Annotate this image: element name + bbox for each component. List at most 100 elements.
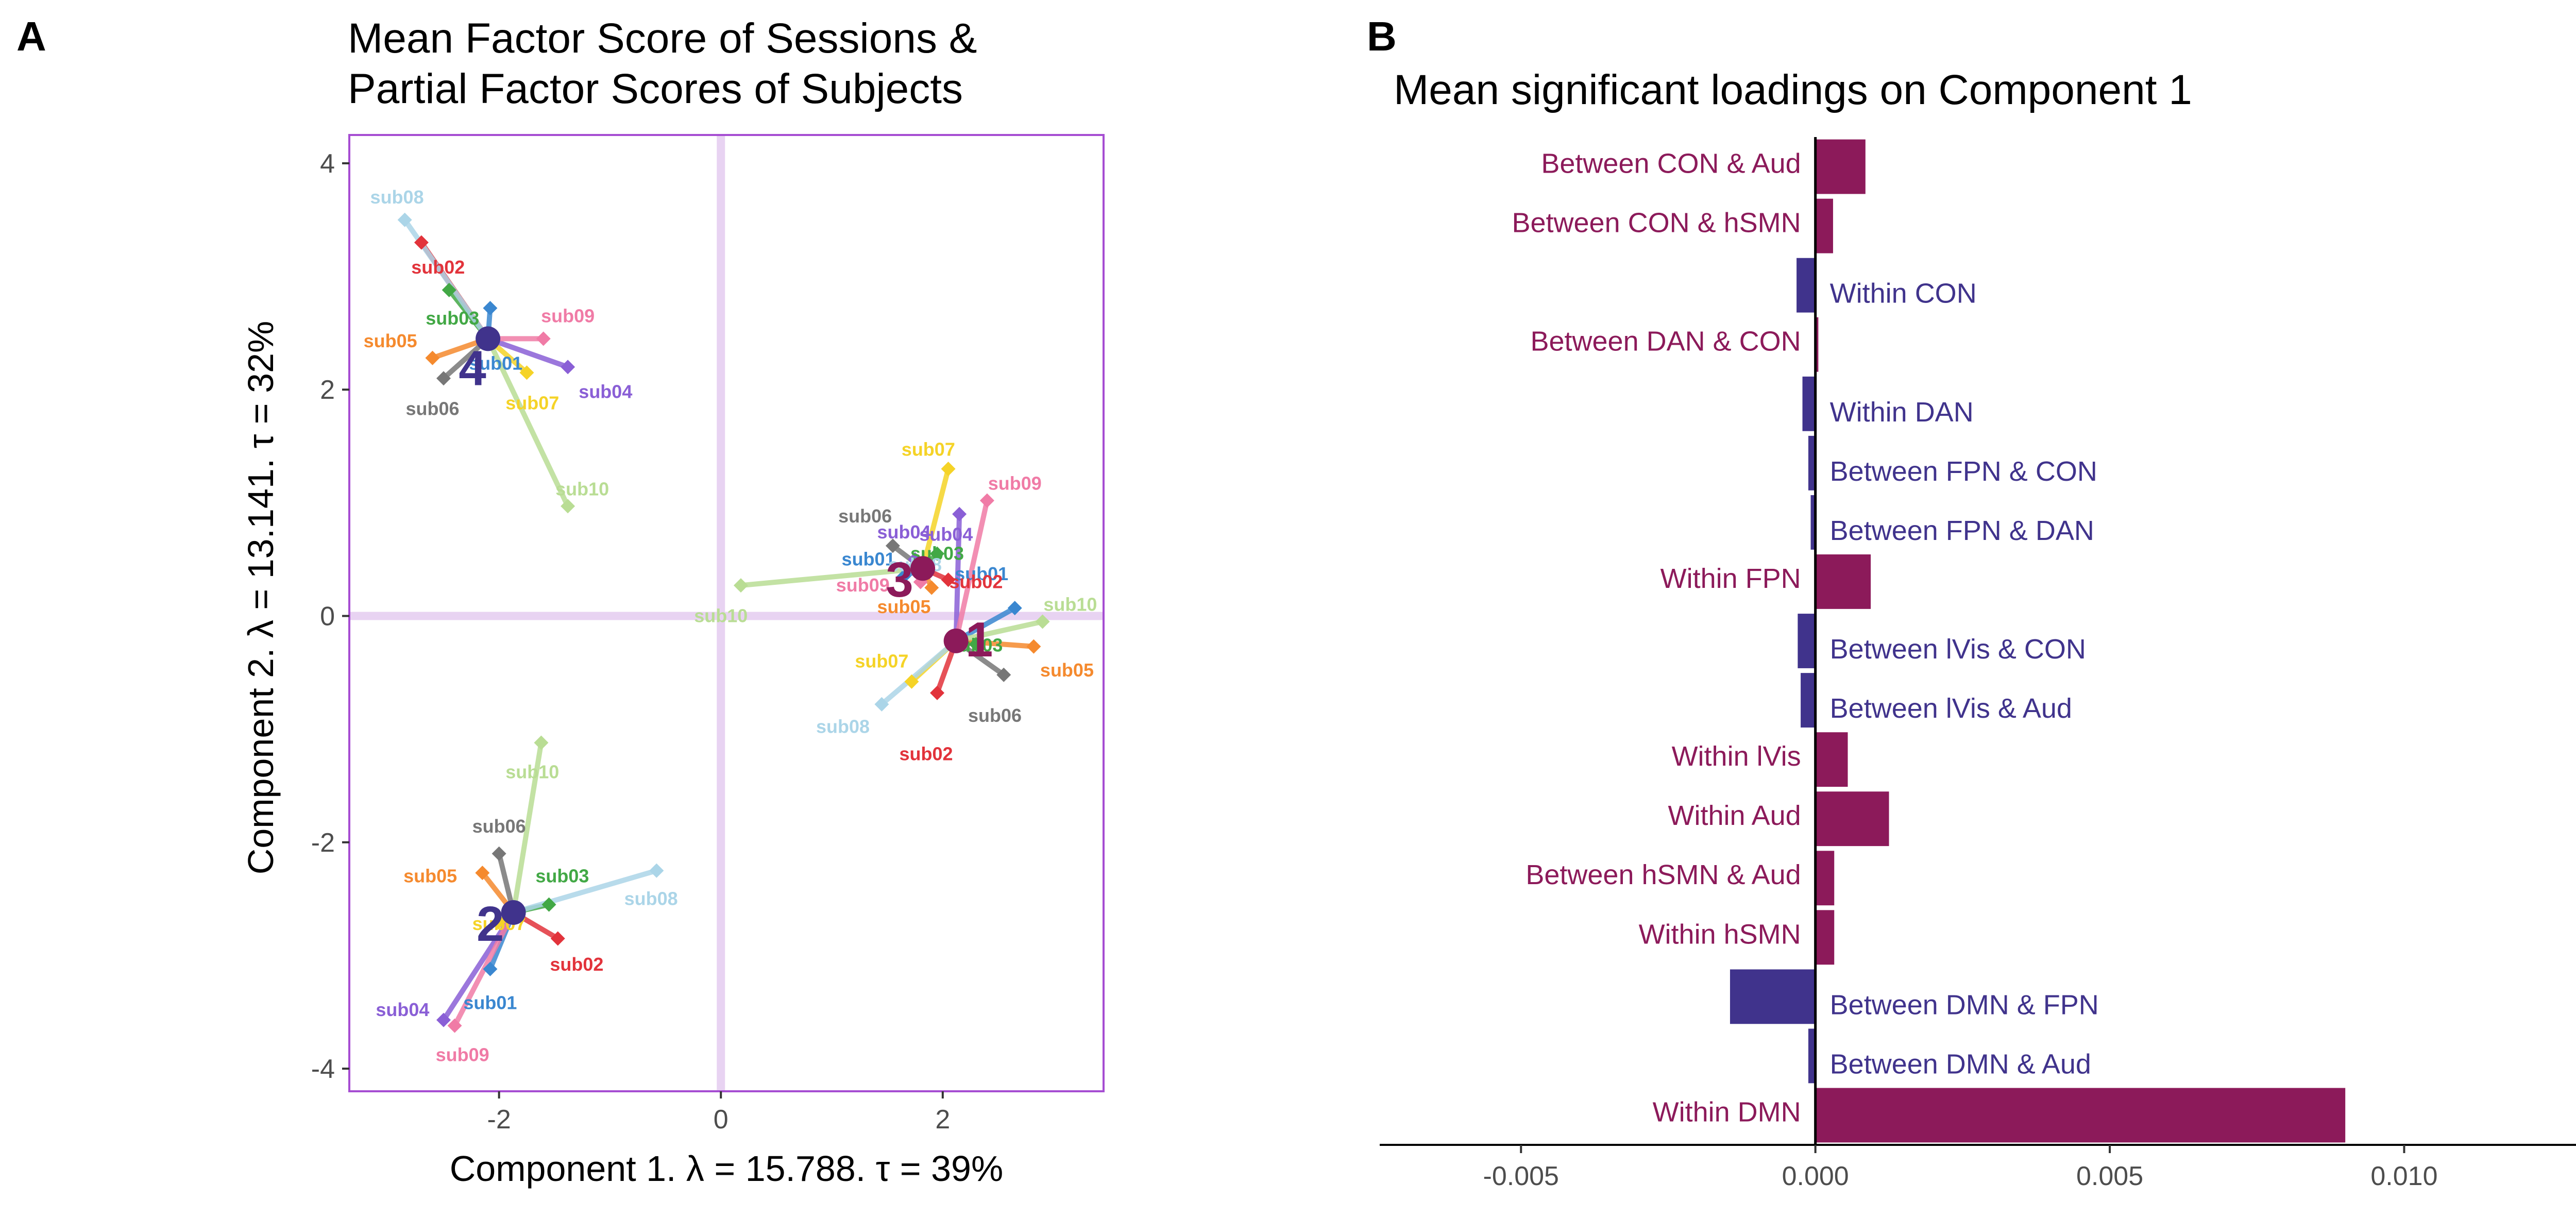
panel-a-title-line-1: Mean Factor Score of Sessions &	[348, 15, 977, 62]
category-labels: Between CON & Aud Between CON & hSMN Withi…	[1512, 148, 2098, 1128]
subject-label-session-4-sub07: sub07	[505, 393, 559, 414]
subject-label-session-2-sub05: sub05	[403, 866, 457, 887]
subject-point-session-2-sub10	[534, 735, 549, 750]
panel-b-loadings-bar-chart: B Mean significant loadings on Component…	[1367, 13, 2576, 1191]
category-label-between-fpn-dan: Between FPN & DAN	[1830, 515, 2094, 546]
connector-session-2-sub10	[511, 742, 544, 913]
subject-point-session-1-sub06	[996, 667, 1011, 682]
subject-label-session-4-sub05: sub05	[364, 330, 417, 351]
connector-session-2-sub08	[513, 868, 657, 915]
bar-between-fpn-dan	[1810, 495, 1816, 550]
subject-point-session-1-sub08	[874, 697, 889, 712]
subject-point-session-1-sub02	[930, 685, 945, 700]
subject-point-session-3-sub02	[941, 572, 956, 587]
subject-label-session-2-sub06: sub06	[472, 816, 526, 837]
subject-label-session-4-sub10: sub10	[555, 478, 609, 499]
subject-point-session-4-sub03	[442, 282, 456, 297]
subject-point-session-4-sub05	[425, 350, 440, 365]
subject-point-session-3-sub06	[885, 538, 900, 553]
connector-session-4-sub10	[485, 337, 570, 508]
category-label-between-dmn-aud: Between DMN & Aud	[1830, 1049, 2091, 1079]
session-mean-point-3	[910, 556, 936, 581]
bar-between-fpn-con	[1808, 435, 1816, 491]
category-label-within-hsmn: Within hSMN	[1639, 919, 1801, 950]
subject-label-session-2-sub02: sub02	[550, 954, 603, 975]
panel-a-title-line-2: Partial Factor Scores of Subjects	[348, 65, 963, 112]
subject-label-session-1-sub05: sub05	[1040, 660, 1094, 681]
x-tick-label: 0.005	[2076, 1161, 2143, 1191]
connector-session-1-sub05	[956, 638, 1034, 649]
subject-point-session-4-sub07	[519, 365, 534, 380]
subject-point-session-3-sub10	[733, 578, 748, 593]
subject-point-session-3-sub07	[941, 461, 956, 476]
session-number-label-1: 1	[965, 612, 993, 667]
session-mean-point-4	[476, 326, 501, 351]
subject-label-session-1-sub09: sub09	[988, 473, 1042, 494]
category-label-within-lvis: Within lVis	[1672, 741, 1801, 772]
x-tick-label: 0.000	[1782, 1161, 1849, 1191]
subject-point-session-2-sub05	[475, 866, 490, 881]
y-axis-ticks: -4 -2 0 2 4	[311, 149, 349, 1084]
x-tick-label: -0.005	[1483, 1161, 1559, 1191]
x-axis-ticks: -0.005 0.000 0.005 0.010	[1483, 1145, 2438, 1191]
subject-label-session-4-sub09: sub09	[541, 305, 595, 326]
connector-session-3-sub10	[740, 566, 923, 588]
subject-point-session-3-sub01	[896, 569, 911, 584]
session-number-label-2: 2	[477, 897, 504, 952]
subject-label-session-1-sub07: sub07	[855, 650, 908, 671]
session-number-label-4: 4	[459, 341, 486, 396]
y-tick-label: -4	[311, 1054, 335, 1084]
subject-labels: sub01sub02sub03sub04sub05sub06sub07sub08…	[364, 187, 1097, 1066]
subject-point-session-1-sub07	[904, 674, 919, 689]
subject-point-session-2-sub08	[649, 863, 664, 878]
connector-session-1-sub10	[955, 619, 1043, 644]
subject-label-session-3-sub10: sub10	[694, 605, 748, 626]
subject-point-session-1-sub01	[1007, 601, 1022, 616]
bar-between-con-aud	[1815, 139, 1866, 194]
subject-label-session-4-sub01: sub01	[469, 353, 522, 374]
category-label-within-aud: Within Aud	[1668, 800, 1801, 831]
subject-point-session-4-sub09	[536, 331, 551, 346]
bar-within-hsmn	[1815, 910, 1835, 965]
subject-label-session-2-sub08: sub08	[624, 888, 678, 909]
subject-point-session-4-sub02	[414, 235, 429, 250]
session-means: 1 2 3 4	[459, 326, 993, 952]
subject-label-session-3-sub06: sub06	[838, 505, 892, 527]
subject-point-session-2-sub01	[483, 961, 498, 976]
subject-point-session-3-sub05	[924, 580, 939, 595]
bar-between-hsmn-aud	[1815, 851, 1835, 906]
subject-point-session-4-sub01	[483, 301, 498, 316]
subject-point-session-4-sub06	[436, 371, 451, 386]
bar-within-dmn	[1815, 1088, 2346, 1143]
subject-markers	[397, 212, 1050, 1033]
bar-within-dan	[1802, 376, 1816, 431]
category-label-between-lvis-con: Between lVis & CON	[1830, 634, 2086, 665]
category-label-within-dmn: Within DMN	[1653, 1096, 1801, 1127]
subject-label-session-1-sub06: sub06	[968, 705, 1022, 726]
x-tick-label: 2	[935, 1105, 950, 1135]
bar-between-dmn-fpn	[1730, 969, 1816, 1024]
x-axis-ticks: -2 0 2	[487, 1091, 950, 1135]
subject-label-session-4-sub04: sub04	[579, 381, 632, 402]
subject-label-session-4-sub08: sub08	[370, 187, 424, 208]
category-label-between-fpn-con: Between FPN & CON	[1830, 456, 2097, 487]
subject-label-session-3-sub09: sub09	[836, 574, 890, 596]
subject-label-session-4-sub02: sub02	[411, 257, 465, 278]
subject-label-session-3-sub07: sub07	[902, 439, 955, 460]
subject-point-session-4-sub04	[561, 360, 575, 375]
y-axis-title: Component 2. λ = 13.141. τ = 32%	[241, 321, 281, 874]
category-label-within-con: Within CON	[1830, 278, 1977, 309]
bar-between-lvis-aud	[1801, 673, 1816, 728]
subject-label-session-1-sub04: sub04	[919, 523, 973, 545]
category-label-between-con-hsmn: Between CON & hSMN	[1512, 208, 1801, 239]
category-label-between-dan-con: Between DAN & CON	[1530, 326, 1801, 357]
subject-label-session-1-sub02: sub02	[900, 743, 953, 764]
bar-within-aud	[1815, 791, 1889, 847]
subject-point-session-3-sub03	[930, 546, 945, 561]
category-label-between-hsmn-aud: Between hSMN & Aud	[1526, 859, 1801, 890]
category-label-between-dmn-fpn: Between DMN & FPN	[1830, 989, 2099, 1020]
subject-label-session-3-sub01: sub01	[842, 549, 895, 570]
bar-within-fpn	[1815, 554, 1871, 609]
subject-point-session-1-sub05	[1026, 639, 1041, 654]
session-number-label-3: 3	[886, 552, 913, 607]
